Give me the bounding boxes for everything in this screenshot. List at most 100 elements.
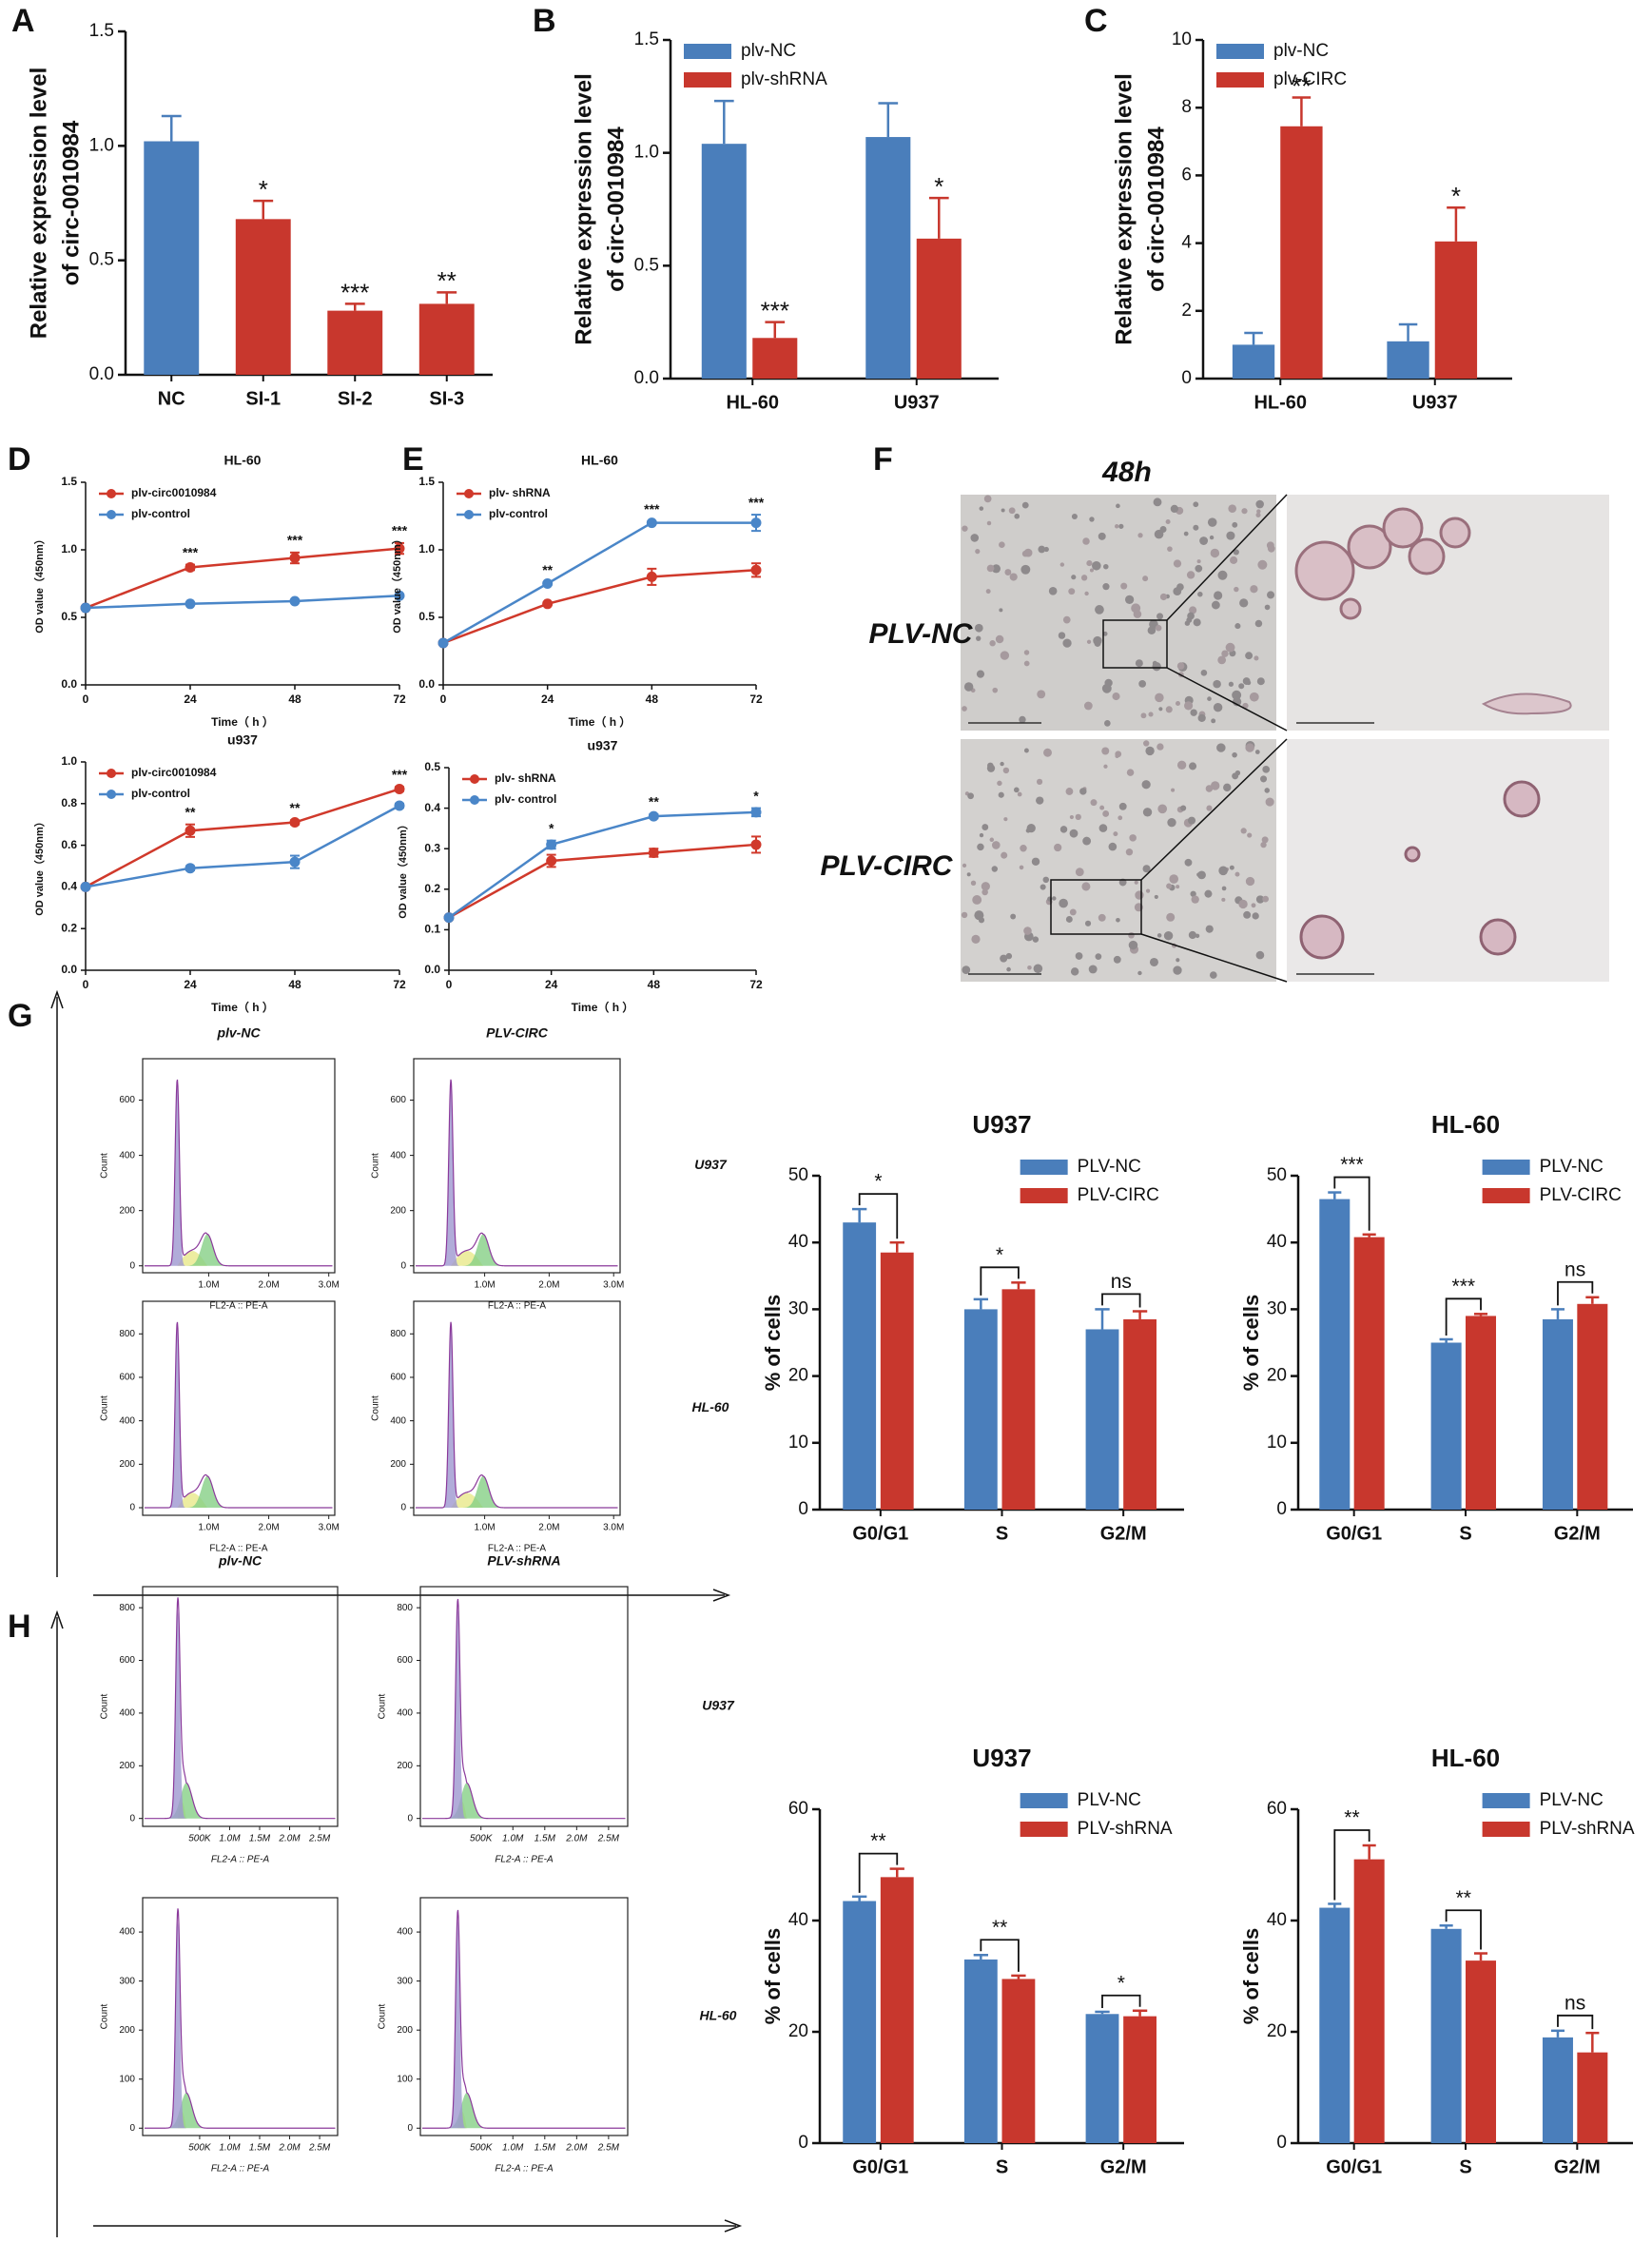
bracket bbox=[1101, 1293, 1141, 1308]
significance: * bbox=[874, 1171, 882, 1193]
image-title: 48h bbox=[1101, 457, 1152, 488]
y-tick-label: 40 bbox=[1267, 1910, 1287, 1930]
micrograph bbox=[961, 495, 1276, 731]
y-axis-label: Relative expression level bbox=[26, 68, 51, 340]
cell bbox=[1254, 655, 1259, 661]
phase-fill bbox=[169, 1609, 210, 1819]
x-tick-label: 72 bbox=[749, 692, 763, 706]
cell bbox=[1026, 823, 1036, 833]
cell bbox=[1112, 692, 1120, 701]
series-line bbox=[448, 843, 757, 919]
row-label: HL-60 bbox=[692, 1399, 729, 1414]
cell bbox=[1103, 563, 1109, 570]
legend-label: plv-control bbox=[131, 787, 190, 800]
y-tick-label: 400 bbox=[119, 1150, 135, 1161]
series-line bbox=[85, 804, 400, 888]
y-tick-label: 400 bbox=[390, 1415, 406, 1426]
cell bbox=[995, 634, 1004, 644]
bar bbox=[843, 1222, 877, 1510]
y-tick-label: 0.4 bbox=[61, 880, 77, 893]
cell bbox=[1176, 760, 1187, 770]
x-axis-label: FL2-A :: PE-A bbox=[209, 1544, 267, 1554]
cell bbox=[1262, 765, 1271, 773]
cell bbox=[1197, 591, 1203, 597]
x-tick-label: HL-60 bbox=[1254, 392, 1307, 413]
legend-marker bbox=[107, 510, 116, 519]
x-tick-label: 72 bbox=[749, 978, 763, 991]
cell bbox=[1221, 897, 1226, 902]
y-tick-label: 1.0 bbox=[89, 135, 114, 155]
significance: ** bbox=[437, 266, 457, 295]
y-tick-label: 200 bbox=[390, 1459, 406, 1470]
cell bbox=[1209, 971, 1217, 979]
x-axis-label: FL2-A :: PE-A bbox=[209, 1301, 267, 1312]
legend-swatch bbox=[1482, 1188, 1530, 1203]
arrow-head bbox=[724, 2219, 743, 2233]
cell bbox=[1083, 701, 1093, 711]
zoom-box bbox=[1050, 879, 1142, 935]
y-tick-label: 0.6 bbox=[61, 838, 77, 851]
cell bbox=[1216, 743, 1226, 752]
legend-label: PLV-NC bbox=[1540, 1157, 1603, 1177]
y-tick-label: 20 bbox=[1267, 1366, 1287, 1386]
significance: * bbox=[1118, 1972, 1125, 1994]
cell bbox=[1481, 692, 1572, 715]
y-tick-label: 0 bbox=[400, 1503, 406, 1513]
cell bbox=[970, 880, 977, 886]
cell bbox=[1118, 523, 1124, 529]
x-axis-label: FL2-A :: PE-A bbox=[211, 1855, 270, 1865]
legend-label: plv-NC bbox=[741, 41, 796, 61]
y-axis-label: % of cells bbox=[761, 1295, 785, 1391]
zoom-line bbox=[1140, 933, 1288, 983]
histogram-outline bbox=[416, 1321, 618, 1509]
y-tick-label: 800 bbox=[119, 1329, 135, 1339]
chart-title: HL-60 bbox=[224, 453, 262, 468]
cell bbox=[998, 791, 1004, 798]
y-tick-label: 100 bbox=[119, 2074, 135, 2084]
cell bbox=[1265, 797, 1274, 807]
y-tick-label: 600 bbox=[397, 1655, 413, 1666]
arrows bbox=[50, 989, 743, 2237]
arrow-head bbox=[712, 1589, 731, 1602]
cell bbox=[975, 549, 981, 555]
legend-label: plv-control bbox=[489, 507, 548, 520]
x-tick-label: 1.0M bbox=[502, 1834, 524, 1844]
cell bbox=[1159, 593, 1168, 601]
significance: *** bbox=[1340, 1154, 1364, 1176]
x-tick-label: G2/M bbox=[1100, 1523, 1147, 1544]
cell bbox=[1153, 497, 1162, 507]
cell bbox=[1137, 970, 1142, 976]
cell bbox=[1075, 813, 1081, 821]
cell bbox=[1163, 930, 1174, 941]
significance: *** bbox=[748, 495, 765, 510]
cell bbox=[1075, 868, 1084, 877]
y-tick-label: 200 bbox=[119, 1205, 135, 1216]
cell bbox=[1098, 824, 1108, 832]
cell bbox=[1031, 857, 1040, 867]
cell bbox=[1002, 767, 1010, 774]
cell bbox=[991, 564, 1001, 574]
cell bbox=[1098, 532, 1106, 540]
point bbox=[394, 783, 405, 794]
cell bbox=[1195, 933, 1200, 939]
cell bbox=[1229, 865, 1234, 870]
plot-frame bbox=[142, 1897, 339, 2136]
bracket bbox=[980, 1939, 1020, 1972]
point bbox=[80, 881, 91, 892]
y-tick-label: 40 bbox=[788, 1232, 808, 1252]
y-tick-label: 8 bbox=[1181, 97, 1192, 117]
point bbox=[394, 543, 405, 555]
cell bbox=[1239, 598, 1249, 608]
cell bbox=[1009, 573, 1018, 581]
cell bbox=[1070, 967, 1079, 976]
histogram-outline bbox=[422, 1598, 626, 1820]
x-tick-label: 2.5M bbox=[597, 1834, 620, 1844]
bar bbox=[1430, 1928, 1462, 2143]
phase-fill bbox=[419, 1080, 507, 1266]
cell bbox=[1135, 659, 1143, 668]
cell bbox=[1154, 894, 1158, 900]
y-tick-label: 6 bbox=[1181, 165, 1192, 185]
plot-frame bbox=[419, 1897, 629, 2136]
significance: ** bbox=[649, 794, 659, 809]
cell bbox=[1023, 748, 1029, 753]
